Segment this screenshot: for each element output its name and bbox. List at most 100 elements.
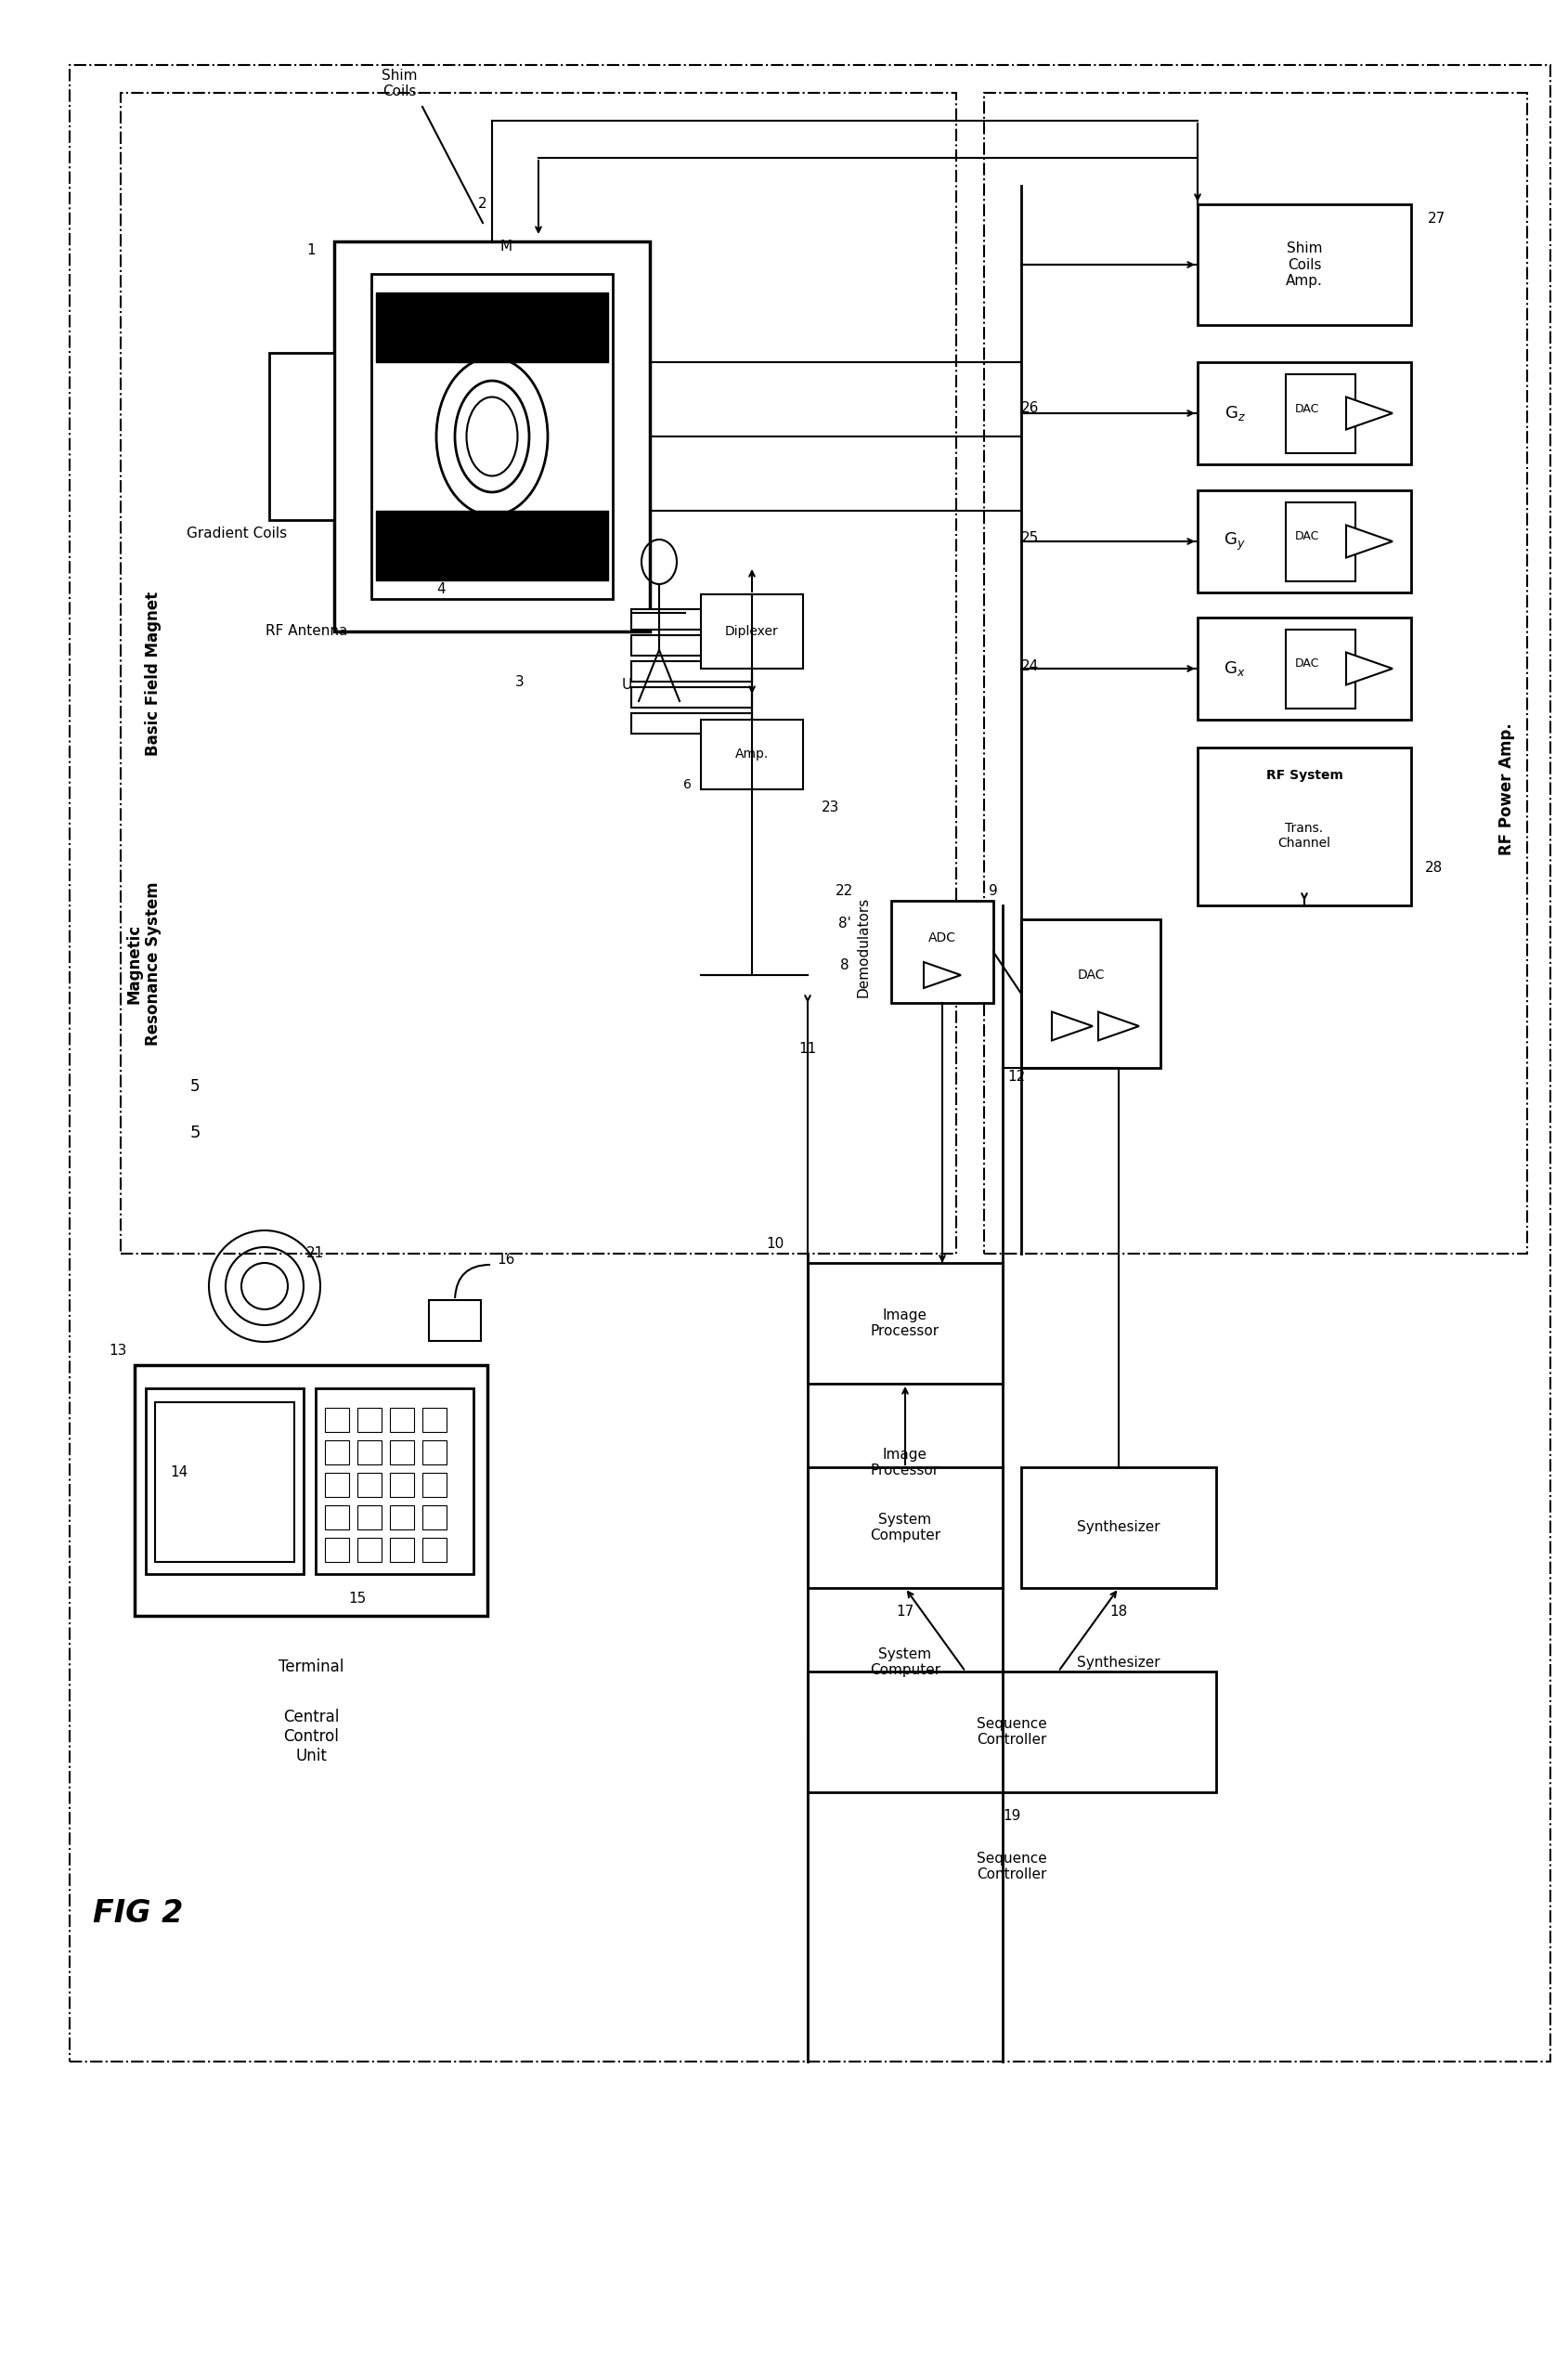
Text: G$_z$: G$_z$ <box>1223 405 1245 422</box>
Text: 4: 4 <box>436 583 445 597</box>
Text: Magnetic
Resonance System: Magnetic Resonance System <box>125 881 162 1044</box>
Bar <box>701 594 803 668</box>
Bar <box>69 64 1549 2063</box>
Text: 27: 27 <box>1427 211 1444 225</box>
Text: 3: 3 <box>514 675 524 689</box>
Bar <box>1021 1468 1215 1589</box>
Polygon shape <box>1345 398 1392 429</box>
Bar <box>358 1537 381 1563</box>
Text: G$_y$: G$_y$ <box>1223 530 1245 552</box>
Text: 19: 19 <box>1002 1809 1021 1823</box>
Bar <box>325 1506 348 1530</box>
Polygon shape <box>1051 1011 1091 1040</box>
Bar <box>808 1672 1215 1793</box>
Bar <box>983 92 1526 1253</box>
Bar <box>358 1409 381 1433</box>
Text: 23: 23 <box>822 800 839 815</box>
Bar <box>390 1409 414 1433</box>
Text: DAC: DAC <box>1077 969 1104 983</box>
Ellipse shape <box>455 381 528 493</box>
Text: 14: 14 <box>169 1466 188 1480</box>
Text: Trans.
Channel: Trans. Channel <box>1276 822 1330 850</box>
Text: Synthesizer: Synthesizer <box>1077 1520 1160 1534</box>
Bar <box>334 242 649 632</box>
Text: System
Computer: System Computer <box>869 1648 939 1677</box>
Text: RF Antenna: RF Antenna <box>265 625 347 639</box>
Text: M: M <box>500 239 511 253</box>
Bar <box>325 1440 348 1463</box>
Text: 21: 21 <box>306 1246 325 1260</box>
Bar <box>390 1506 414 1530</box>
Text: 9: 9 <box>988 886 997 897</box>
Text: 24: 24 <box>1021 661 1038 675</box>
Bar <box>808 1468 1002 1589</box>
Text: 16: 16 <box>497 1253 514 1267</box>
Bar <box>630 687 751 708</box>
Bar <box>372 275 613 599</box>
Text: Shim
Coils
Amp.: Shim Coils Amp. <box>1286 242 1322 289</box>
Text: RF System: RF System <box>1265 770 1342 781</box>
Text: 18: 18 <box>1109 1603 1127 1617</box>
Bar <box>1196 204 1410 324</box>
Bar <box>1021 919 1160 1068</box>
Text: DAC: DAC <box>1294 530 1319 542</box>
Bar <box>135 1364 488 1615</box>
Text: Image
Processor: Image Processor <box>870 1307 939 1338</box>
Text: 8: 8 <box>840 959 848 973</box>
Bar <box>1196 362 1410 464</box>
Text: Image
Processor: Image Processor <box>870 1447 939 1478</box>
Text: 17: 17 <box>895 1603 914 1617</box>
Text: Amp.: Amp. <box>735 748 768 760</box>
Bar <box>630 713 751 734</box>
Text: G$_x$: G$_x$ <box>1223 658 1245 677</box>
Bar <box>325 1409 348 1433</box>
Bar <box>390 1537 414 1563</box>
Polygon shape <box>1345 526 1392 556</box>
Bar <box>121 92 955 1253</box>
Text: 26: 26 <box>1021 403 1040 414</box>
Bar <box>701 720 803 789</box>
Text: 8': 8' <box>837 916 851 931</box>
Text: 28: 28 <box>1424 862 1443 876</box>
Text: 15: 15 <box>348 1591 367 1606</box>
Text: 11: 11 <box>798 1042 815 1056</box>
Bar <box>1196 618 1410 720</box>
Ellipse shape <box>466 398 517 476</box>
Text: Central
Control
Unit: Central Control Unit <box>282 1710 339 1764</box>
Bar <box>315 1388 474 1575</box>
Text: Diplexer: Diplexer <box>724 625 778 637</box>
Bar <box>630 661 751 682</box>
Polygon shape <box>1098 1011 1138 1040</box>
Bar <box>428 1300 481 1340</box>
Text: 6: 6 <box>682 779 690 791</box>
Text: System
Computer: System Computer <box>869 1513 939 1542</box>
Bar <box>422 1409 447 1433</box>
Bar <box>1286 502 1355 580</box>
Bar <box>630 609 751 630</box>
Text: Sequence
Controller: Sequence Controller <box>977 1717 1046 1748</box>
Bar <box>358 1506 381 1530</box>
Bar <box>630 635 751 656</box>
Text: Gradient Coils: Gradient Coils <box>187 528 287 540</box>
Bar <box>1286 630 1355 708</box>
Bar <box>422 1440 447 1463</box>
Bar <box>358 1473 381 1497</box>
Bar <box>422 1473 447 1497</box>
Bar <box>1196 490 1410 592</box>
Text: Shim
Coils: Shim Coils <box>381 69 417 99</box>
Bar <box>390 1473 414 1497</box>
Bar <box>808 1262 1002 1383</box>
Bar <box>422 1506 447 1530</box>
Text: 1: 1 <box>306 244 315 258</box>
Bar <box>358 1440 381 1463</box>
Text: Synthesizer: Synthesizer <box>1077 1655 1160 1669</box>
Text: Demodulators: Demodulators <box>856 897 870 997</box>
Bar <box>422 1537 447 1563</box>
Text: 13: 13 <box>108 1345 127 1359</box>
Text: 12: 12 <box>1007 1070 1025 1085</box>
Polygon shape <box>924 961 960 987</box>
Bar <box>891 900 993 1004</box>
Bar <box>390 1440 414 1463</box>
Text: U: U <box>621 677 632 691</box>
Text: Terminal: Terminal <box>278 1658 343 1674</box>
